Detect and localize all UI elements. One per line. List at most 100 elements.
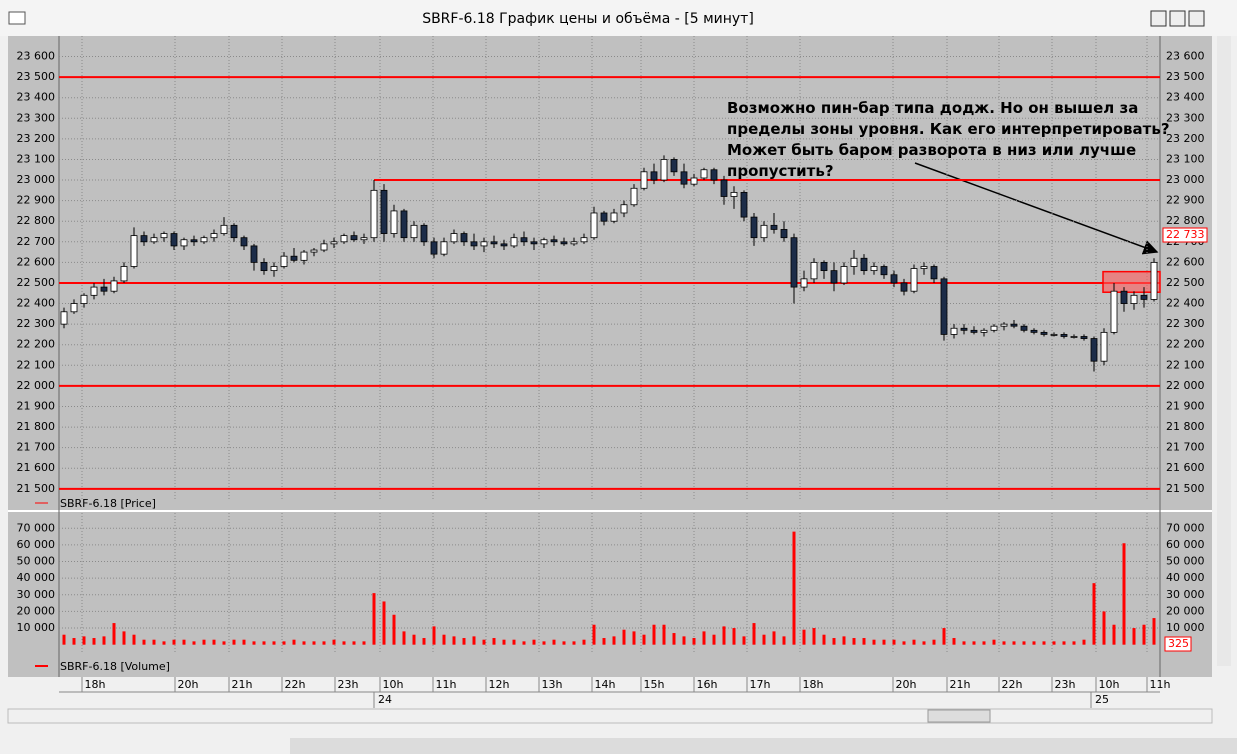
volume-bar: [292, 639, 296, 645]
time-label: 11h: [436, 678, 457, 691]
y-tick-label: 40 000: [17, 571, 56, 584]
volume-bar: [572, 641, 576, 645]
y-tick-label: 22 400: [17, 297, 56, 310]
volume-bar: [122, 631, 126, 645]
volume-bar: [342, 641, 346, 645]
time-label: 17h: [750, 678, 771, 691]
volume-bar: [102, 636, 106, 645]
volume-bar: [182, 639, 186, 645]
annotation-text: пределы зоны уровня. Как его интерпретир…: [727, 120, 1170, 138]
candle-body: [150, 237, 158, 243]
y-tick-label: 22 600: [17, 255, 56, 268]
volume-bar: [542, 641, 546, 645]
volume-bar: [392, 614, 396, 645]
candle-body: [950, 327, 958, 335]
y-tick-label: 22 300: [17, 317, 56, 330]
annotation-text: Возможно пин-бар типа додж. Но он вышел …: [727, 99, 1138, 117]
volume-bar: [522, 641, 526, 645]
volume-bar: [902, 641, 906, 645]
annotation-text: пропустить?: [727, 162, 834, 180]
volume-bar: [152, 639, 156, 645]
volume-bar: [872, 639, 876, 645]
candle-body: [140, 235, 148, 243]
volume-bar: [662, 624, 666, 645]
maximize-button[interactable]: [1169, 10, 1186, 27]
candle-body: [380, 189, 388, 234]
volume-bar: [1042, 641, 1046, 645]
volume-bar: [992, 639, 996, 645]
volume-bar: [422, 638, 426, 645]
candle-body: [750, 216, 758, 239]
time-label: 10h: [1099, 678, 1120, 691]
time-label: 13h: [542, 678, 563, 691]
volume-bar: [1112, 624, 1116, 645]
volume-bar: [242, 639, 246, 645]
volume-bar: [972, 641, 976, 645]
volume-bar: [172, 639, 176, 645]
volume-bar: [672, 633, 676, 645]
candle-body: [660, 159, 668, 181]
y-tick-label: 22 800: [17, 214, 56, 227]
volume-bar: [322, 641, 326, 645]
volume-bar: [462, 638, 466, 645]
candle-body: [960, 327, 968, 331]
candle-body: [260, 261, 268, 272]
y-tick-label: 20 000: [17, 604, 56, 617]
candle-body: [700, 169, 708, 179]
candle-body: [970, 329, 978, 333]
volume-bar: [982, 641, 986, 645]
candle-body: [550, 239, 558, 243]
scrollbar[interactable]: [7, 708, 1213, 724]
volume-bar: [432, 626, 436, 645]
volume-bar: [1142, 624, 1146, 645]
candle-body: [1150, 261, 1158, 300]
volume-bar: [962, 641, 966, 645]
candle-body: [1120, 290, 1128, 304]
y-tick-label-right: 23 600: [1166, 50, 1205, 63]
close-button[interactable]: [1188, 10, 1205, 27]
last-volume-box: [1164, 636, 1192, 652]
candle-body: [330, 241, 338, 245]
y-tick-label: 22 500: [17, 276, 56, 289]
y-tick-label-right: 22 900: [1166, 194, 1205, 207]
candle-body: [480, 241, 488, 247]
volume-bar: [822, 634, 826, 645]
last-volume-label: 325: [1168, 637, 1189, 650]
y-tick-label-right: 21 900: [1166, 399, 1205, 412]
y-tick-label: 22 000: [17, 379, 56, 392]
candle-body: [510, 237, 518, 247]
volume-bar: [252, 641, 256, 645]
y-tick-label-right: 23 400: [1166, 91, 1205, 104]
time-label: 20h: [178, 678, 199, 691]
volume-bar: [1122, 543, 1126, 645]
volume-bar: [1092, 583, 1096, 645]
candle-body: [460, 233, 468, 243]
candle-body: [320, 243, 328, 251]
candle-body: [880, 266, 888, 276]
y-tick-label: 21 600: [17, 461, 56, 474]
y-tick-label: 22 200: [17, 338, 56, 351]
volume-bar: [352, 641, 356, 645]
side-scroll: [1217, 36, 1231, 666]
minimize-button[interactable]: [1150, 10, 1167, 27]
volume-bar: [472, 636, 476, 645]
candle-body: [370, 189, 378, 239]
volume-bar: [642, 634, 646, 645]
volume-bar: [592, 624, 596, 645]
candle-body: [890, 274, 898, 284]
time-label: 22h: [1002, 678, 1023, 691]
volume-bar: [262, 641, 266, 645]
candle-body: [560, 241, 568, 245]
candle-body: [760, 224, 768, 239]
volume-bar: [1152, 618, 1156, 645]
candle-body: [310, 249, 318, 253]
volume-bar: [1032, 641, 1036, 645]
candle-body: [620, 204, 628, 214]
candle-body: [1080, 336, 1088, 339]
candle-body: [360, 237, 368, 241]
volume-bar: [1002, 641, 1006, 645]
volume-bar: [532, 639, 536, 645]
scrollbar-thumb[interactable]: [927, 709, 991, 723]
candle-body: [1130, 294, 1138, 304]
